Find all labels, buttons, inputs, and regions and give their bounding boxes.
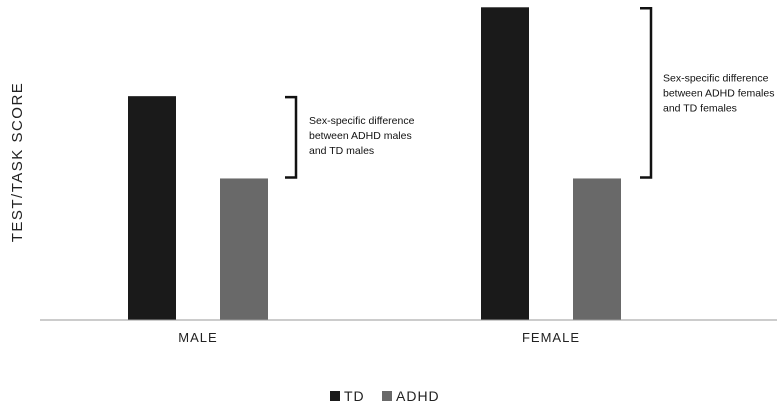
annotation-male-line: and TD males xyxy=(309,145,374,157)
bar-male-adhd xyxy=(220,178,268,320)
y-axis-label: TEST/TASK SCORE xyxy=(9,82,26,243)
x-tick-label-female: FEMALE xyxy=(522,330,580,345)
bracket-male xyxy=(285,95,298,179)
legend-label-td: TD xyxy=(344,388,365,404)
annotation-female-line: Sex-specific difference xyxy=(663,72,769,84)
legend-swatch-adhd xyxy=(382,391,392,401)
legend-label-adhd: ADHD xyxy=(396,388,440,404)
bar-male-td xyxy=(128,96,176,321)
bar-female-adhd xyxy=(573,178,621,320)
x-tick-label-male: MALE xyxy=(178,330,217,345)
annotation-male-line: between ADHD males xyxy=(309,130,412,142)
bracket-female xyxy=(640,7,653,179)
bar-female-td xyxy=(481,7,529,321)
annotation-female-line: between ADHD females xyxy=(663,87,774,99)
legend-swatch-td xyxy=(330,391,340,401)
annotation-female-line: and TD females xyxy=(663,102,737,114)
annotation-male-line: Sex-specific difference xyxy=(309,115,415,127)
